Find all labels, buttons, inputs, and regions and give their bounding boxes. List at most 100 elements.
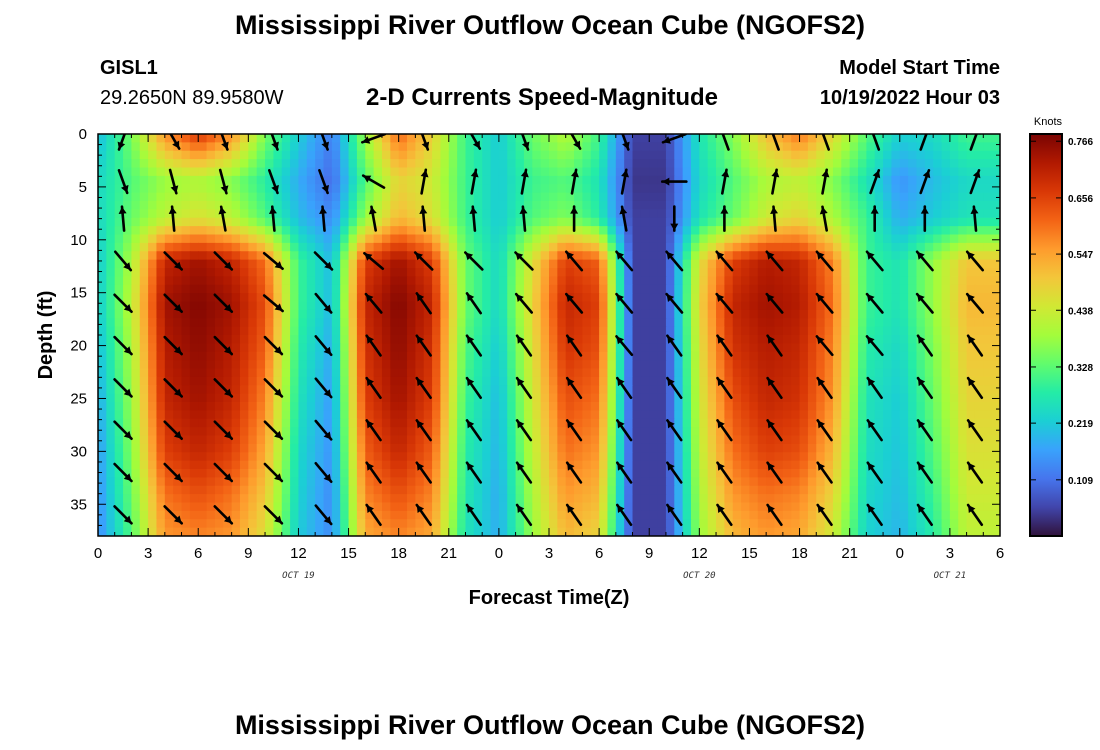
heat-cell: [549, 418, 558, 428]
heat-cell: [565, 410, 575, 420]
heat-cell: [298, 293, 308, 303]
heat-cell: [649, 134, 659, 143]
heat-cell: [123, 318, 133, 328]
heat-cell: [899, 134, 909, 143]
heat-cell: [181, 234, 191, 244]
heat-cell: [782, 234, 792, 244]
heat-cell: [407, 301, 416, 311]
heat-cell: [732, 385, 742, 395]
heat-cell: [557, 469, 567, 478]
heat-cell: [273, 326, 283, 336]
heat-cell: [398, 485, 408, 495]
heat-cell: [690, 276, 700, 286]
heat-cell: [699, 368, 709, 378]
heat-cell: [557, 343, 567, 353]
heat-cell: [716, 268, 725, 277]
heat-cell: [657, 335, 667, 344]
heat-cell: [340, 410, 350, 420]
heat-cell: [473, 469, 483, 478]
heat-cell: [331, 276, 341, 286]
heat-cell: [624, 326, 634, 336]
heat-cell: [540, 368, 550, 378]
heat-cell: [690, 477, 700, 487]
heat-cell: [983, 393, 993, 403]
heat-cell: [407, 217, 416, 227]
heat-cell: [315, 175, 325, 185]
heat-cell: [239, 175, 249, 185]
heat-cell: [281, 469, 291, 478]
heat-cell: [741, 469, 751, 478]
heat-cell: [106, 427, 116, 437]
heat-cell: [632, 167, 642, 177]
heat-cell: [507, 376, 517, 386]
heat-cell: [407, 209, 416, 219]
heat-cell: [883, 502, 893, 512]
heat-cell: [916, 469, 926, 478]
heat-cell: [874, 351, 884, 361]
heat-cell: [949, 175, 959, 185]
heat-cell: [832, 201, 842, 210]
heat-cell: [916, 452, 926, 462]
heat-cell: [315, 343, 325, 353]
heat-cell: [432, 142, 442, 152]
heat-cell: [832, 477, 842, 487]
heat-cell: [248, 510, 258, 520]
heat-cell: [841, 259, 851, 269]
heat-cell: [473, 318, 483, 328]
heat-cell: [98, 167, 107, 177]
heat-cell: [139, 209, 149, 219]
heat-cell: [440, 477, 450, 487]
heat-cell: [649, 175, 659, 185]
heat-cell: [206, 284, 216, 294]
heat-cell: [557, 201, 567, 210]
heat-cell: [523, 427, 533, 437]
heat-cell: [966, 276, 976, 286]
heat-cell: [958, 226, 968, 236]
heat-cell: [123, 167, 133, 177]
heat-cell: [490, 184, 500, 194]
heat-cell: [173, 276, 183, 286]
heat-cell: [164, 318, 174, 328]
heat-cell: [281, 385, 291, 395]
heat-cell: [933, 259, 943, 269]
heat-cell: [757, 460, 767, 470]
heat-cell: [214, 242, 224, 252]
heat-cell: [482, 485, 492, 495]
heat-cell: [139, 226, 149, 236]
heat-cell: [323, 326, 333, 336]
heat-cell: [315, 142, 325, 152]
heat-cell: [281, 510, 291, 520]
heat-cell: [114, 469, 124, 478]
heat-cell: [348, 301, 358, 311]
heat-cell: [549, 284, 558, 294]
heat-cell: [574, 276, 584, 286]
heat-cell: [457, 385, 467, 395]
heat-cell: [440, 351, 450, 361]
heat-cell: [373, 494, 383, 504]
heat-cell: [649, 309, 659, 319]
heat-cell: [423, 494, 433, 504]
heat-cell: [348, 209, 358, 219]
heat-cell: [557, 309, 567, 319]
heat-cell: [365, 410, 375, 420]
heat-cell: [423, 284, 433, 294]
heat-cell: [757, 477, 767, 487]
heat-cell: [181, 435, 191, 445]
heat-cell: [381, 226, 391, 236]
heat-cell: [198, 410, 208, 420]
heat-cell: [949, 318, 959, 328]
heat-cell: [256, 201, 266, 210]
heat-cell: [206, 343, 216, 353]
heat-cell: [615, 351, 625, 361]
heat-cell: [482, 335, 492, 344]
heat-cell: [991, 351, 1000, 361]
heat-cell: [315, 368, 325, 378]
heat-cell: [832, 251, 842, 261]
heat-cell: [189, 234, 199, 244]
heat-cell: [849, 201, 859, 210]
heat-cell: [816, 410, 826, 420]
heat-cell: [356, 268, 366, 277]
heat-cell: [916, 443, 926, 453]
heat-cell: [590, 469, 600, 478]
heat-cell: [716, 326, 725, 336]
